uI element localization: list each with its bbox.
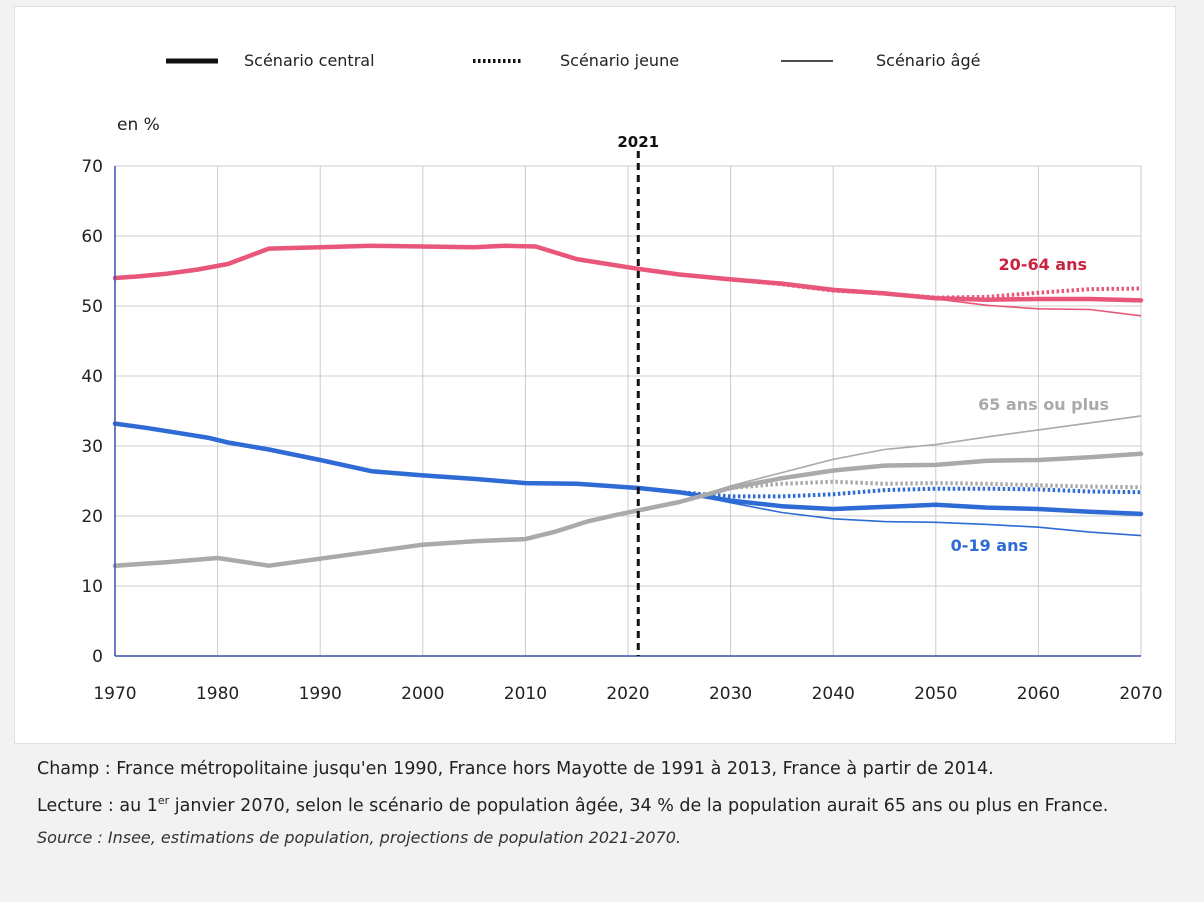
legend-label-jeune: Scénario jeune (560, 51, 679, 70)
x-tick-label: 1980 (196, 684, 239, 704)
x-tick-label: 2000 (401, 684, 444, 704)
lecture-part-2: janvier 2070, selon le scénario de popul… (169, 795, 1109, 816)
y-tick-label: 40 (81, 367, 103, 387)
group-label-20-64: 20-64 ans (999, 255, 1087, 274)
line-chart: 1970 1980 1990 2000 2010 2020 2030 2040 2050 2060… (81, 51, 1162, 704)
x-tick-label: 2030 (709, 684, 752, 704)
group-label-0-19: 0-19 ans (951, 536, 1028, 555)
y-tick-label: 20 (81, 507, 103, 527)
x-tick-label: 2070 (1119, 684, 1162, 704)
y-tick-label: 70 (81, 157, 103, 177)
y-tick-label: 10 (81, 577, 103, 597)
champ-note: Champ : France métropolitaine jusqu'en 1… (37, 759, 994, 779)
lecture-part-1: Lecture : au 1 (37, 795, 158, 816)
series-line-jeune-0-19 (638, 486, 1142, 499)
y-tick-label: 30 (81, 437, 103, 457)
x-tick-label: 2010 (504, 684, 547, 704)
y-tick-label: 0 (92, 647, 103, 667)
chart-card (14, 6, 1176, 744)
lecture-note: Lecture : au 1er janvier 2070, selon le … (37, 788, 1187, 819)
lecture-superscript: er (157, 794, 170, 807)
x-tick-label: 2060 (1017, 684, 1060, 704)
series-line-central-65 (636, 451, 1144, 513)
series-line-central-0-19 (636, 485, 1144, 517)
series-line-historical-0-19 (112, 421, 641, 491)
x-tick-label: 2050 (914, 684, 957, 704)
x-tick-label: 1970 (93, 684, 136, 704)
series-line-historical-20-64 (112, 243, 641, 281)
x-tick-label: 2040 (812, 684, 855, 704)
legend-label-central: Scénario central (244, 51, 375, 70)
source-note: Source : Insee, estimations de populatio… (37, 827, 681, 847)
series-line-historical-65 (112, 508, 641, 568)
chart-notes: Champ : France métropolitaine jusqu'en 1… (37, 756, 1187, 857)
marker-label-2021: 2021 (617, 133, 659, 151)
legend-label-age: Scénario âgé (876, 51, 980, 70)
y-tick-label: 50 (81, 297, 103, 317)
y-axis-label: en % (117, 115, 160, 135)
y-tick-label: 60 (81, 227, 103, 247)
x-tick-label: 1990 (299, 684, 342, 704)
group-label-65: 65 ans ou plus (978, 395, 1109, 414)
x-tick-label: 2020 (606, 684, 649, 704)
series-line-central-20-64 (636, 266, 1144, 303)
